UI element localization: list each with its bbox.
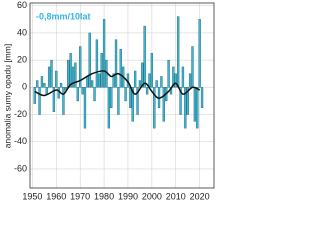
bar bbox=[55, 70, 58, 88]
bar bbox=[74, 62, 77, 88]
x-tick-label: 1950 bbox=[22, 191, 42, 201]
bar bbox=[62, 87, 65, 115]
bar bbox=[67, 59, 70, 88]
bar bbox=[193, 87, 197, 122]
bar bbox=[162, 87, 165, 122]
bar bbox=[129, 87, 132, 108]
bar bbox=[98, 73, 101, 88]
x-tick-label: 1960 bbox=[46, 191, 66, 201]
bar bbox=[124, 87, 127, 102]
y-tick-label: 0 bbox=[22, 82, 27, 92]
bar bbox=[160, 76, 163, 88]
bar bbox=[112, 73, 115, 88]
bar bbox=[176, 16, 180, 88]
bar bbox=[167, 59, 170, 88]
bar bbox=[45, 87, 48, 95]
bar bbox=[148, 73, 151, 88]
bar bbox=[40, 76, 44, 88]
bar bbox=[88, 32, 91, 88]
bar bbox=[86, 76, 89, 88]
bar bbox=[114, 39, 118, 88]
bar bbox=[102, 19, 106, 88]
bar bbox=[186, 87, 189, 115]
y-tick-label: -60 bbox=[14, 163, 27, 173]
y-tick-label: 60 bbox=[17, 0, 27, 10]
bar bbox=[107, 87, 111, 129]
bar bbox=[38, 87, 41, 115]
smooth-line bbox=[34, 70, 201, 99]
x-tick-label: 2000 bbox=[142, 191, 162, 201]
bar bbox=[43, 83, 46, 88]
bar bbox=[119, 49, 122, 88]
bar bbox=[52, 87, 56, 113]
x-tick-label: 1970 bbox=[70, 191, 90, 201]
bar bbox=[141, 62, 144, 88]
bar bbox=[196, 87, 199, 129]
bar bbox=[71, 66, 75, 88]
bar bbox=[188, 73, 192, 88]
bar bbox=[174, 73, 177, 88]
bar bbox=[36, 80, 39, 88]
x-tick-label: 2020 bbox=[190, 191, 210, 201]
bar bbox=[145, 87, 149, 95]
y-tick-label: 20 bbox=[17, 55, 27, 65]
bar bbox=[198, 19, 201, 88]
bar bbox=[110, 87, 113, 108]
bar bbox=[133, 70, 137, 88]
x-tick-label: 1980 bbox=[94, 191, 114, 201]
chart: -0,8mm/10lat anomalia sumy opadu [mm] -6… bbox=[2, 0, 215, 201]
bar bbox=[83, 87, 87, 129]
bar bbox=[153, 87, 156, 129]
bar bbox=[150, 53, 154, 88]
bar bbox=[136, 87, 139, 115]
bar bbox=[143, 25, 146, 88]
bar bbox=[200, 87, 204, 108]
bar bbox=[93, 87, 96, 102]
bar bbox=[181, 66, 185, 88]
bar bbox=[117, 87, 120, 115]
y-tick-label: -20 bbox=[14, 109, 27, 119]
x-tick-label: 2010 bbox=[166, 191, 186, 201]
x-tick-label: 1990 bbox=[118, 191, 138, 201]
y-axis-label: anomalia sumy opadu [mm] bbox=[2, 44, 12, 148]
bar bbox=[79, 46, 82, 88]
bar bbox=[50, 59, 53, 88]
bar bbox=[155, 80, 158, 88]
bar bbox=[69, 53, 72, 88]
bar bbox=[59, 83, 63, 88]
annotation: -0,8mm/10lat bbox=[36, 11, 91, 21]
bar bbox=[191, 46, 194, 88]
bar bbox=[172, 66, 175, 88]
bar bbox=[184, 87, 187, 129]
y-tick-label: 40 bbox=[17, 27, 27, 37]
bar bbox=[33, 87, 36, 104]
bar bbox=[138, 80, 142, 88]
bar bbox=[57, 87, 60, 99]
bar bbox=[95, 39, 99, 88]
plot-frame bbox=[29, 2, 215, 189]
bar bbox=[81, 87, 84, 95]
bar bbox=[131, 87, 134, 122]
bar bbox=[179, 87, 182, 115]
y-tick-label: -40 bbox=[14, 136, 27, 146]
bar bbox=[76, 87, 79, 102]
bar bbox=[47, 66, 51, 88]
bar bbox=[90, 80, 94, 88]
